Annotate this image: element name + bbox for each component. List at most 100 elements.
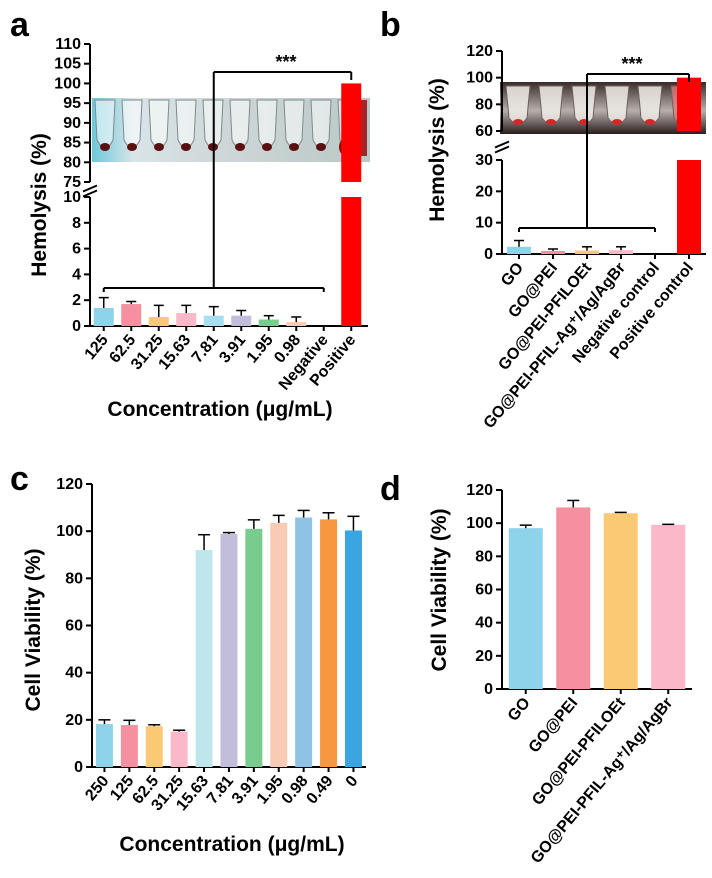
blood-pellet-icon bbox=[154, 143, 164, 151]
panel-a-xtick-label: 1.95 bbox=[244, 332, 277, 367]
panel-b-bar bbox=[575, 250, 599, 254]
blood-pellet-icon bbox=[100, 143, 110, 151]
panel-a-xtick-label: 7.81 bbox=[189, 332, 222, 367]
panel-c-chart: 02040608010012025012562.531.2515.637.813… bbox=[56, 476, 366, 814]
panel-a-ytick-label: 75 bbox=[63, 174, 81, 191]
panel-b-ytick-label: 60 bbox=[475, 123, 493, 140]
panel-a-bar bbox=[231, 315, 252, 326]
test-tube-icon bbox=[94, 99, 116, 149]
test-tube-icon bbox=[229, 99, 251, 149]
panel-label-a: a bbox=[10, 6, 30, 44]
panel-b-bar bbox=[677, 77, 701, 131]
panel-d-bar bbox=[508, 528, 543, 689]
blood-pellet-icon bbox=[262, 143, 272, 151]
test-tube-icon bbox=[571, 85, 597, 125]
panel-b-xtick-label: GO bbox=[498, 260, 527, 290]
panel-c-xtick-label: 0.98 bbox=[279, 773, 312, 808]
panel-c-ytick-label: 80 bbox=[65, 570, 83, 587]
panel-b-chart: 01020306080100120GOGO@PEIGO@PEI-PFILOEtG… bbox=[466, 43, 706, 432]
panel-c-ytick-label: 40 bbox=[65, 665, 83, 682]
test-tube-icon bbox=[175, 99, 197, 149]
panel-a-ytick-label: 8 bbox=[72, 215, 81, 232]
blood-pellet-icon bbox=[513, 119, 523, 125]
test-tube-icon bbox=[310, 99, 332, 149]
panel-a-ytick-label: 90 bbox=[63, 115, 81, 132]
panel-label-d: d bbox=[380, 470, 401, 508]
panel-c-ytick-label: 60 bbox=[65, 618, 83, 635]
panel-b-xtick-label: GO@PEI-PFIL-Ag⁺/Ag/AgBr bbox=[481, 260, 629, 432]
panel-c-bar bbox=[195, 550, 213, 767]
panel-b-significance: *** bbox=[621, 54, 642, 74]
test-tube-icon bbox=[121, 99, 143, 149]
panel-b-axis-break-slash1 bbox=[494, 140, 510, 149]
panel-d-bar bbox=[651, 524, 686, 689]
panel-c-bar bbox=[220, 533, 238, 767]
blood-pellet-icon bbox=[612, 119, 622, 125]
test-tube-icon bbox=[283, 99, 305, 149]
panel-b-bar bbox=[609, 250, 633, 254]
panel-a-axis-break-slash1 bbox=[82, 184, 98, 193]
panel-label-c: c bbox=[10, 460, 29, 498]
panel-a-ytick-label: 0 bbox=[72, 318, 81, 335]
panel-b-bar bbox=[507, 246, 531, 254]
panel-c-xtick-label: 0 bbox=[343, 773, 362, 791]
panel-a-ytick-label: 85 bbox=[63, 135, 81, 152]
panel-c-bar bbox=[344, 530, 362, 767]
blood-pellet-icon bbox=[316, 143, 326, 151]
panel-a-ytick-label: 2 bbox=[72, 292, 81, 309]
panel-c-bar bbox=[320, 519, 338, 767]
panel-d-ytick-label: 80 bbox=[475, 548, 493, 565]
panel-a-ytick-label: 4 bbox=[72, 266, 81, 283]
panel-b-axis-break-slash2 bbox=[494, 145, 510, 154]
panel-d-ytick-label: 40 bbox=[475, 615, 493, 632]
panel-a-xtick-label: 3.91 bbox=[216, 332, 249, 367]
panel-d-chart: 020406080100120GOGO@PEIGO@PEI-PFILOEtGO@… bbox=[466, 482, 692, 867]
panel-d-ytick-label: 0 bbox=[484, 681, 493, 698]
panel-c-xtick-label: 0.49 bbox=[304, 773, 337, 808]
panel-c-ytick-label: 120 bbox=[56, 476, 83, 493]
panel-a-bar bbox=[341, 83, 362, 182]
blood-pellet-icon bbox=[181, 143, 191, 151]
panel-c-ytick-label: 0 bbox=[74, 759, 83, 776]
panel-d-bar bbox=[603, 513, 638, 689]
panel-d-xtick-label: GO@PEI-PFILOEt bbox=[529, 694, 629, 809]
blood-pellet-icon bbox=[546, 119, 556, 125]
panel-a-bar bbox=[176, 313, 197, 326]
panel-b-bar bbox=[541, 250, 565, 254]
panel-a-bar bbox=[203, 315, 224, 326]
panel-c-bar bbox=[120, 725, 138, 767]
test-tube-icon bbox=[604, 85, 630, 125]
test-tube-icon bbox=[148, 99, 170, 149]
panel-a-bar bbox=[93, 307, 114, 326]
panel-a-y-axis-title: Hemolysis (%) bbox=[28, 133, 51, 277]
panel-a-x-axis-title: Concentration (μg/mL) bbox=[107, 398, 332, 421]
panel-a-bar bbox=[341, 197, 362, 326]
panel-a-ytick-label: 6 bbox=[72, 241, 81, 258]
panel-b-ytick-label: 20 bbox=[475, 183, 493, 200]
panel-a-axis-break-slash2 bbox=[82, 189, 98, 198]
panel-b-ytick-label: 0 bbox=[484, 246, 493, 263]
panel-a-ytick-label: 95 bbox=[63, 95, 81, 112]
panel-b-y-axis-title: Hemolysis (%) bbox=[426, 78, 449, 222]
panel-a-bar bbox=[258, 319, 279, 326]
panel-c-x-axis-title: Concentration (μg/mL) bbox=[119, 833, 344, 856]
panel-b-ytick-label: 120 bbox=[466, 43, 493, 60]
panel-a-ytick-label: 105 bbox=[54, 56, 81, 73]
panel-d-ytick-label: 100 bbox=[466, 515, 493, 532]
panel-a-bar bbox=[121, 304, 142, 326]
panel-c-ytick-label: 100 bbox=[56, 523, 83, 540]
blood-pellet-icon bbox=[645, 119, 655, 125]
panel-d-ytick-label: 20 bbox=[475, 648, 493, 665]
panel-a-ytick-label: 110 bbox=[55, 36, 81, 53]
test-tube-icon bbox=[505, 85, 531, 125]
blood-pellet-icon bbox=[289, 143, 299, 151]
panel-c-bar bbox=[295, 517, 313, 767]
blood-pellet-icon bbox=[235, 143, 245, 151]
panel-b-ytick-label: 10 bbox=[475, 215, 493, 232]
panel-d-ytick-label: 60 bbox=[475, 582, 493, 599]
panel-a-ytick-label: 80 bbox=[63, 154, 81, 171]
panel-c-xtick-label: 1.95 bbox=[254, 773, 287, 808]
panel-a-significance: *** bbox=[275, 52, 296, 72]
test-tube-icon bbox=[256, 99, 278, 149]
